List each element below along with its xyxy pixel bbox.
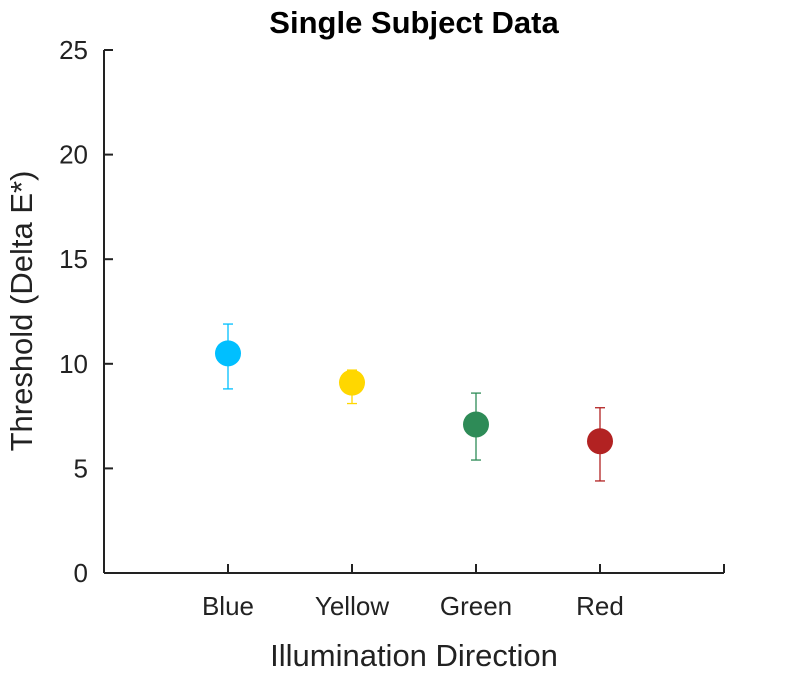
x-tick-label: Yellow: [315, 591, 389, 621]
y-axis-label: Threshold (Delta E*): [4, 171, 39, 452]
x-tick-label: Red: [576, 591, 624, 621]
y-axis-ticks: 0 5 10 15 20 25: [59, 35, 113, 588]
y-tick-label: 25: [59, 35, 88, 65]
x-tick-label: Blue: [202, 591, 254, 621]
y-tick-label: 20: [59, 140, 88, 170]
x-tick-label: Green: [440, 591, 512, 621]
y-tick-label: 10: [59, 349, 88, 379]
y-tick-label: 5: [74, 453, 88, 483]
x-axis-ticks: Blue Yellow Green Red: [202, 564, 624, 621]
data-point-yellow: [339, 369, 365, 396]
data-point-green: [463, 411, 489, 438]
data-point-red: [587, 428, 613, 455]
data-points: [215, 323, 613, 482]
y-tick-label: 15: [59, 244, 88, 274]
chart-title: Single Subject Data: [269, 5, 559, 40]
data-point-blue: [215, 340, 241, 367]
x-axis-label: Illumination Direction: [270, 638, 558, 673]
y-tick-label: 0: [74, 558, 88, 588]
